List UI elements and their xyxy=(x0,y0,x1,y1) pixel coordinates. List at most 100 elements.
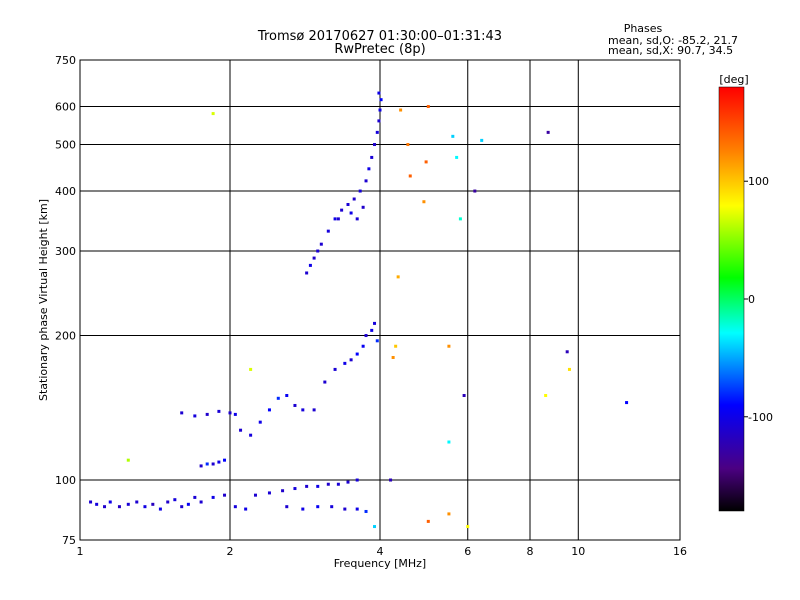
data-point xyxy=(211,112,215,116)
data-point xyxy=(426,519,430,523)
data-point xyxy=(211,495,215,499)
data-point xyxy=(193,414,197,418)
data-point xyxy=(343,361,347,365)
data-point xyxy=(370,328,374,332)
data-point xyxy=(340,208,344,212)
x-tick-label: 2 xyxy=(227,545,234,558)
chart-title: Tromsø 20170627 01:30:00–01:31:43 xyxy=(257,29,502,44)
data-point xyxy=(217,460,221,464)
data-point xyxy=(567,367,571,371)
y-tick-label: 100 xyxy=(55,474,76,487)
data-point xyxy=(199,500,203,504)
x-axis-label: Frequency [MHz] xyxy=(334,557,426,570)
data-point xyxy=(361,205,365,209)
data-point xyxy=(217,409,221,413)
data-point xyxy=(544,394,548,398)
data-point xyxy=(389,478,393,482)
data-point xyxy=(625,401,629,405)
data-point xyxy=(462,394,466,398)
data-points xyxy=(89,91,629,529)
data-point xyxy=(249,367,253,371)
data-point xyxy=(355,507,359,511)
y-axis-label: Stationary phase Virtual Height [km] xyxy=(37,199,50,401)
colorbar-tick-label: -100 xyxy=(748,411,773,424)
data-point xyxy=(316,484,320,488)
data-point xyxy=(333,217,337,221)
data-point xyxy=(316,249,320,253)
data-point xyxy=(355,478,359,482)
data-point xyxy=(166,500,170,504)
data-point xyxy=(143,505,147,509)
data-point xyxy=(364,334,368,338)
data-point xyxy=(173,498,177,502)
data-point xyxy=(343,507,347,511)
data-point xyxy=(249,433,253,437)
data-point xyxy=(103,505,107,509)
x-tick-label: 8 xyxy=(527,545,534,558)
data-point xyxy=(377,91,381,95)
data-point xyxy=(349,211,353,215)
data-point xyxy=(312,408,316,412)
phases-heading: Phases xyxy=(624,22,663,35)
data-point xyxy=(447,440,451,444)
data-point xyxy=(319,242,323,246)
data-point xyxy=(336,482,340,486)
y-axis-ticks: 75 100 200 300 400 500 600 750 xyxy=(55,54,76,547)
data-point xyxy=(126,502,130,506)
data-point xyxy=(285,394,289,398)
data-point xyxy=(373,525,377,529)
data-point xyxy=(323,380,327,384)
data-point xyxy=(455,155,459,159)
data-point xyxy=(316,505,320,509)
data-point xyxy=(117,505,121,509)
data-point xyxy=(293,403,297,407)
data-point xyxy=(281,489,285,493)
data-point xyxy=(267,491,271,495)
data-point xyxy=(378,108,382,112)
data-point xyxy=(480,138,484,142)
data-point xyxy=(466,525,470,529)
x-tick-label: 10 xyxy=(571,545,585,558)
data-point xyxy=(301,408,305,412)
data-point xyxy=(285,505,289,509)
data-point xyxy=(223,458,227,462)
data-point xyxy=(346,480,350,484)
data-point xyxy=(422,200,426,204)
data-point xyxy=(330,505,334,509)
data-point xyxy=(361,344,365,348)
data-point xyxy=(326,229,330,233)
data-point xyxy=(391,355,395,359)
data-point xyxy=(211,462,215,466)
data-point xyxy=(355,217,359,221)
y-tick-label: 75 xyxy=(62,534,76,547)
data-point xyxy=(180,411,184,415)
data-point xyxy=(205,462,209,466)
data-point xyxy=(546,130,550,134)
data-point xyxy=(186,502,190,506)
data-point xyxy=(364,509,368,513)
data-point xyxy=(253,493,257,497)
data-point xyxy=(244,507,248,511)
data-point xyxy=(293,487,297,491)
data-point xyxy=(447,344,451,348)
data-point xyxy=(473,189,477,193)
data-point xyxy=(349,358,353,362)
data-point xyxy=(396,275,400,279)
data-point xyxy=(364,179,368,183)
data-point xyxy=(301,507,305,511)
data-point xyxy=(312,256,316,260)
chart-subtitle: RwPretec (8p) xyxy=(334,42,425,57)
data-point xyxy=(326,482,330,486)
data-point xyxy=(158,507,162,511)
data-point xyxy=(233,505,237,509)
data-point xyxy=(377,119,381,123)
data-point xyxy=(126,458,130,462)
x-tick-label: 6 xyxy=(464,545,471,558)
y-tick-label: 600 xyxy=(55,101,76,114)
y-tick-label: 750 xyxy=(55,54,76,67)
data-point xyxy=(336,217,340,221)
data-point xyxy=(458,217,462,221)
data-point xyxy=(379,98,383,102)
data-point xyxy=(424,160,428,164)
data-point xyxy=(346,202,350,206)
